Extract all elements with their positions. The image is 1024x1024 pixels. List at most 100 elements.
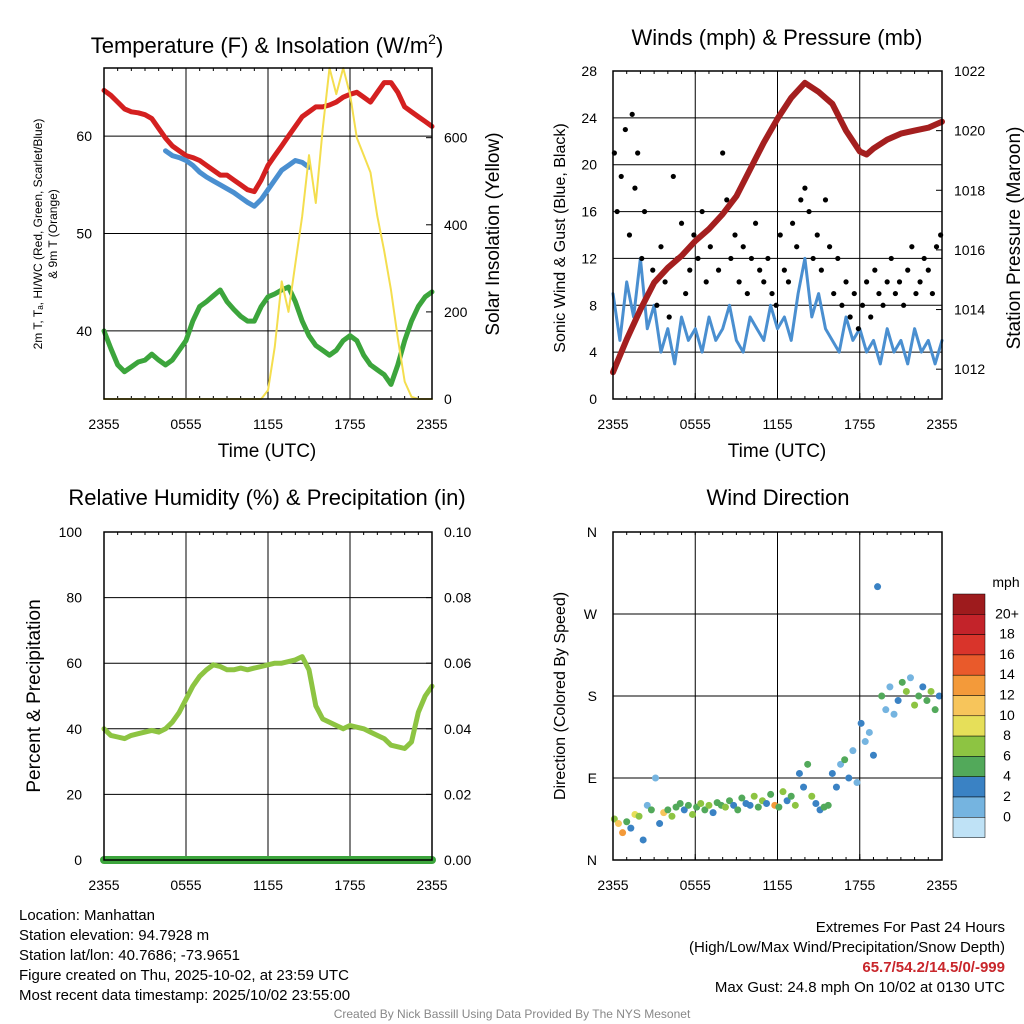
chart3-direction-point bbox=[767, 790, 775, 798]
chart3-direction-point bbox=[697, 800, 705, 808]
colorbar-label: 10 bbox=[999, 707, 1015, 723]
chart0-xtick-label: 1755 bbox=[334, 416, 365, 432]
chart1-gust-point bbox=[650, 267, 656, 273]
chart2-ytick2-label: 0.10 bbox=[444, 524, 471, 540]
chart3-direction-point bbox=[841, 756, 849, 764]
chart1-ytick-label: 24 bbox=[581, 110, 597, 126]
chart1-gust-point bbox=[632, 185, 638, 191]
chart1-gust-point bbox=[773, 302, 779, 308]
colorbar-swatch bbox=[952, 756, 986, 777]
chart1-gust-point bbox=[626, 232, 633, 238]
chart1-gust-point bbox=[732, 232, 738, 238]
colorbar-swatch bbox=[952, 817, 986, 838]
chart1-gust-point bbox=[831, 290, 837, 297]
chart1-gust-point bbox=[641, 208, 648, 215]
chart2-xtick-label: 0555 bbox=[170, 877, 201, 893]
chart1-ytick-label: 4 bbox=[589, 344, 597, 360]
chart1-gust-point bbox=[925, 267, 931, 273]
chart1-xlabel: Time (UTC) bbox=[728, 441, 827, 462]
chart1-gust-point bbox=[720, 150, 726, 156]
chart1-gust-point bbox=[757, 267, 763, 273]
chart3-direction-point bbox=[931, 706, 939, 714]
chart0-ylabel-line2: & 9m T (Orange) bbox=[46, 189, 60, 279]
chart3-title: Wind Direction bbox=[706, 485, 849, 510]
chart3-direction-point bbox=[869, 751, 877, 759]
chart1-gust-point bbox=[728, 255, 734, 262]
chart0-series-2m-dew-point bbox=[101, 284, 435, 387]
colorbar-label: 18 bbox=[999, 626, 1015, 642]
chart0-xtick-label: 2355 bbox=[416, 416, 447, 432]
chart3-direction-point bbox=[701, 806, 709, 814]
chart3-direction-point bbox=[812, 800, 820, 808]
chart1-gust-point bbox=[835, 255, 841, 262]
chart1-ytick-label: 28 bbox=[581, 63, 597, 79]
extremes-info: Extremes For Past 24 Hours (High/Low/Max… bbox=[689, 918, 1005, 998]
chart3-direction-point bbox=[676, 800, 684, 808]
chart3-direction-point bbox=[623, 818, 631, 826]
chart1-gust-point bbox=[635, 150, 641, 156]
chart3-direction-point bbox=[832, 783, 840, 791]
chart1-gust-point bbox=[695, 255, 701, 262]
chart3-ytick-label: W bbox=[584, 606, 598, 622]
location-text: Location: Manhattan bbox=[19, 907, 155, 924]
chart2-xtick-label: 1155 bbox=[253, 877, 283, 893]
colorbar-swatch bbox=[952, 695, 986, 717]
chart0-ytick-label: 60 bbox=[76, 128, 92, 144]
chart1-ytick-label: 12 bbox=[581, 250, 597, 266]
chart2-ytick2-label: 0.02 bbox=[444, 786, 471, 802]
chart1-ytick2-label: 1018 bbox=[954, 182, 985, 198]
chart3-direction-point bbox=[906, 674, 914, 682]
max-gust-text: Max Gust: 24.8 mph On 10/02 at 0130 UTC bbox=[714, 979, 1005, 996]
chart1-gust-point bbox=[905, 267, 911, 273]
chart1-gust-point bbox=[707, 244, 713, 250]
chart1-gust-point bbox=[699, 208, 705, 215]
chart1-gust-point bbox=[822, 197, 829, 203]
chart1-ylabel: Sonic Wind & Gust (Blue, Black) bbox=[552, 123, 569, 352]
chart2-ytick-label: 100 bbox=[59, 524, 83, 540]
chart3-direction-point bbox=[635, 812, 643, 820]
chart3-direction-point bbox=[705, 801, 713, 809]
chart2-ytick2-label: 0.06 bbox=[444, 655, 471, 671]
chart1-gust-point bbox=[683, 290, 689, 297]
chart3-direction-point bbox=[886, 683, 894, 691]
colorbar-label: 16 bbox=[999, 646, 1015, 662]
chart3-direction-point bbox=[935, 692, 943, 700]
chart1-gust-point bbox=[777, 232, 783, 238]
chart0-ytick2-label: 200 bbox=[444, 304, 468, 320]
chart3-direction-point bbox=[898, 678, 906, 686]
chart1-gust-point bbox=[913, 290, 919, 297]
chart3-direction-point bbox=[865, 728, 873, 736]
chart1-ytick2-label: 1022 bbox=[954, 63, 985, 79]
chart3-direction-point bbox=[627, 824, 635, 832]
chart3-direction-point bbox=[800, 783, 808, 791]
chart1-gust-point bbox=[826, 244, 833, 250]
chart1-gust-point bbox=[785, 279, 792, 285]
chart1-gust-point bbox=[810, 255, 816, 262]
chart1-gust-point bbox=[748, 255, 755, 262]
chart1-gust-point bbox=[896, 279, 903, 285]
extremes-legend: (High/Low/Max Wind/Precipitation/Snow De… bbox=[689, 939, 1005, 956]
chart3-direction-point bbox=[763, 800, 771, 808]
chart3-direction-point bbox=[845, 774, 853, 782]
chart3-ytick-label: N bbox=[587, 852, 597, 868]
chart1-gust-point bbox=[670, 173, 676, 180]
chart3-direction-point bbox=[878, 692, 886, 700]
chart3-direction-point bbox=[783, 797, 791, 805]
colorbar-label: 0 bbox=[1003, 808, 1011, 824]
chart1-gust-point bbox=[921, 255, 927, 262]
chart3-ytick-label: N bbox=[587, 524, 597, 540]
latlon-text: Station lat/lon: 40.7686; -73.9651 bbox=[19, 947, 241, 964]
chart3-xtick-label: 0555 bbox=[680, 877, 711, 893]
chart0-ytick2-label: 0 bbox=[444, 391, 452, 407]
chart0-ytick2-label: 600 bbox=[444, 130, 468, 146]
chart3-frame bbox=[612, 531, 943, 861]
chart1-gust-point bbox=[678, 220, 685, 226]
chart1-ylabel2: Station Pressure (Maroon) bbox=[1004, 127, 1024, 350]
chart3-direction-point bbox=[791, 801, 799, 809]
chart1-gust-point bbox=[736, 279, 742, 285]
chart1-gust-point bbox=[901, 302, 907, 308]
colorbar-label: 8 bbox=[1003, 727, 1011, 743]
chart1-gust-point bbox=[666, 314, 672, 320]
station-info: Location: Manhattan Station elevation: 9… bbox=[19, 906, 350, 1006]
chart1-gust-point bbox=[814, 232, 820, 238]
